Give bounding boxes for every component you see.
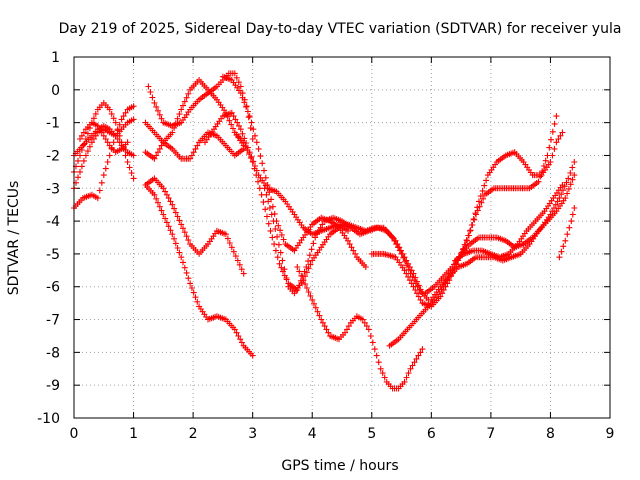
x-tick-label: 5 <box>367 426 376 442</box>
series-markers <box>368 113 560 310</box>
series-markers <box>422 159 578 297</box>
y-tick-label: -7 <box>46 313 60 329</box>
y-axis-label: SDTVAR / TECUs <box>6 181 22 296</box>
series-markers <box>142 182 256 359</box>
series-markers <box>145 70 256 142</box>
data-series <box>71 70 578 392</box>
y-tick-label: 1 <box>51 50 60 66</box>
series-sat-r <box>422 159 578 297</box>
series-markers <box>71 99 137 182</box>
series-markers <box>77 119 131 156</box>
series-markers <box>294 264 426 392</box>
series-sat-c <box>71 99 137 182</box>
series-sat-l <box>219 73 369 270</box>
series-sat-t <box>452 182 566 264</box>
x-tick-label: 1 <box>129 426 138 442</box>
y-tick-label: -3 <box>46 181 60 197</box>
series-sat-j <box>145 70 256 142</box>
series-markers <box>219 73 369 270</box>
series-sat-q <box>368 113 560 310</box>
x-tick-label: 7 <box>486 426 495 442</box>
x-tick-label: 2 <box>189 426 198 442</box>
y-tick-label: -6 <box>46 280 60 296</box>
y-tick-labels: 1 0 -1 -2 -3 -4 -5 -6 -7 -8 -9 -10 <box>37 50 60 427</box>
x-tick-label: 8 <box>546 426 555 442</box>
y-tick-label: -1 <box>46 116 60 132</box>
series-sat-e <box>77 119 131 156</box>
y-tick-label: 0 <box>51 83 60 99</box>
series-sat-b <box>71 103 137 211</box>
chart-title: Day 219 of 2025, Sidereal Day-to-day VTE… <box>59 21 622 37</box>
series-sat-s <box>428 172 578 303</box>
series-markers <box>452 182 566 264</box>
series-sat-g <box>142 182 256 359</box>
series-markers <box>71 103 137 211</box>
series-markers <box>556 205 578 261</box>
series-markers <box>428 172 578 303</box>
y-tick-label: -2 <box>46 148 60 164</box>
series-markers <box>142 77 247 149</box>
grid <box>74 57 610 418</box>
y-tick-label: -9 <box>46 378 60 394</box>
y-tick-label: -4 <box>46 214 60 230</box>
x-tick-label: 4 <box>308 426 317 442</box>
y-tick-label: -5 <box>46 247 60 263</box>
series-markers <box>142 175 247 277</box>
x-tick-label: 6 <box>427 426 436 442</box>
series-sat-h <box>142 77 247 149</box>
series-sat-u <box>556 205 578 261</box>
x-tick-label: 3 <box>248 426 257 442</box>
y-tick-label: -10 <box>37 411 60 427</box>
plot-frame <box>73 56 611 419</box>
x-tick-label: 9 <box>606 426 615 442</box>
series-markers <box>261 185 432 303</box>
series-sat-i <box>142 129 247 162</box>
series-markers <box>142 129 247 162</box>
series-sat-o <box>294 264 426 392</box>
y-tick-label: -8 <box>46 345 60 361</box>
x-axis-label: GPS time / hours <box>281 458 398 474</box>
x-tick-labels: 0 1 2 3 4 5 6 7 8 9 <box>70 426 615 442</box>
series-sat-f <box>142 175 247 277</box>
x-tick-label: 0 <box>70 426 79 442</box>
series-sat-n <box>261 185 432 303</box>
